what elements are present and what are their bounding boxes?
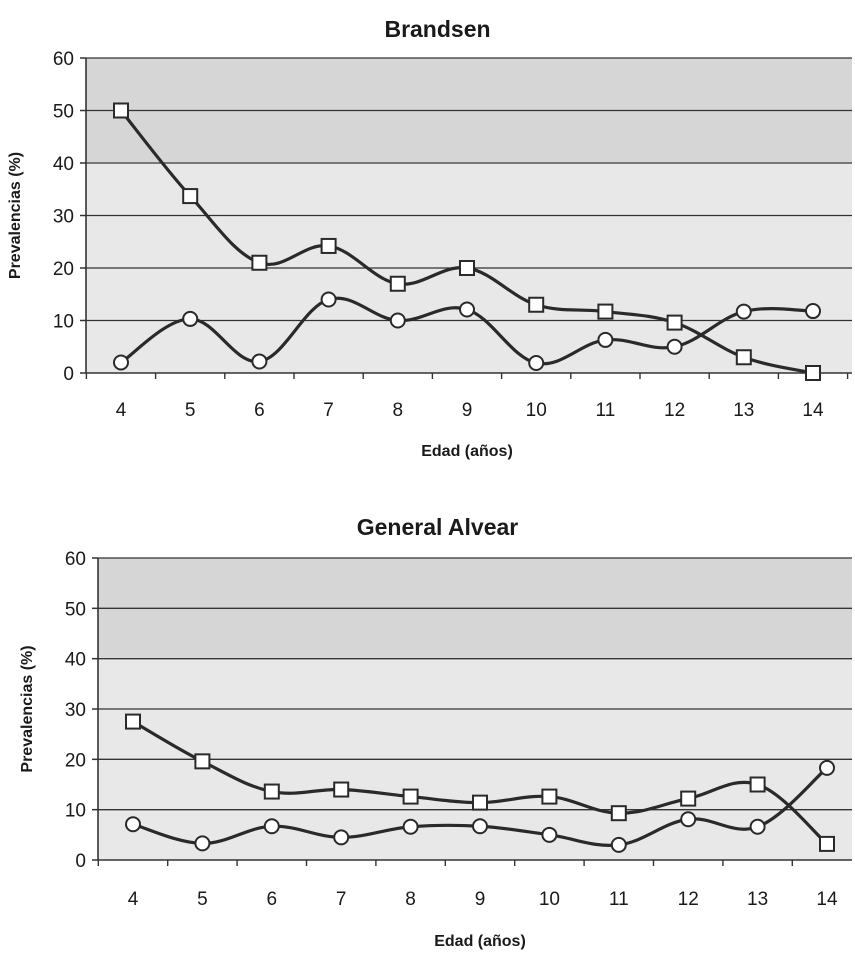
data-point-square (113, 102, 129, 119)
data-point-circle (597, 331, 614, 348)
data-point-square (402, 788, 419, 805)
y-axis-title: Prevalencias (%) (19, 645, 36, 772)
data-point-square (251, 254, 268, 271)
y-axis-title: Prevalencias (%) (7, 152, 24, 279)
data-point-circle (333, 829, 350, 846)
data-point-square (472, 794, 488, 811)
x-tick-label: 10 (526, 400, 547, 421)
data-point-square (528, 296, 545, 313)
x-tick-label: 11 (596, 400, 616, 421)
y-tick-label: 0 (63, 364, 74, 385)
series-line-square (119, 109, 814, 375)
data-point-circle (735, 303, 752, 320)
data-point-square (333, 781, 350, 798)
y-tick-label: 30 (53, 207, 74, 228)
x-tick-label: 4 (116, 400, 127, 421)
chart-title: General Alvear (356, 514, 519, 540)
data-point-circle (320, 291, 337, 308)
x-tick-label: 12 (664, 400, 685, 421)
data-point-circle (666, 338, 683, 355)
data-point-circle (182, 310, 199, 327)
y-tick-label: 10 (65, 801, 86, 822)
data-point-square (805, 365, 821, 381)
x-tick-label: 11 (609, 889, 629, 910)
data-point-square (819, 835, 835, 852)
x-tick-label: 8 (405, 889, 416, 910)
data-point-square (263, 783, 280, 800)
chart-brandsen: Brandsen 0 10 20 30 40 50 60 4 5 6 7 8 9 10 11 12 13 14 Ed… (0, 0, 855, 470)
x-tick-label: 13 (747, 889, 768, 910)
y-tick-label: 40 (65, 650, 86, 671)
data-point-circle (402, 818, 419, 835)
data-point-square (666, 314, 683, 331)
x-tick-label: 6 (267, 889, 278, 910)
chart-general-alvear: General Alvear 0 10 20 30 40 50 60 4 5 6 7 8 9 10 11 12… (0, 480, 855, 958)
data-point-circle (389, 312, 406, 329)
chart-svg: 0 10 20 30 40 50 60 4 5 6 7 8 9 10 11 12 13 14 Edad (años)… (19, 549, 852, 950)
data-point-square (735, 349, 752, 366)
data-point-square (541, 788, 558, 805)
data-point-square (680, 790, 697, 807)
y-tick-label: 50 (53, 102, 74, 123)
x-tick-label: 8 (393, 400, 404, 421)
data-point-square (459, 260, 475, 276)
y-tick-label: 50 (65, 599, 86, 620)
chart-svg: 0 10 20 30 40 50 60 4 5 6 7 8 9 10 11 12 13 14 Edad (años)… (7, 49, 852, 460)
data-point-square (194, 753, 211, 770)
y-tick-label: 0 (75, 851, 86, 872)
y-tick-label: 20 (53, 259, 74, 280)
data-point-circle (113, 354, 129, 371)
x-tick-label: 10 (539, 889, 560, 910)
x-tick-label: 12 (678, 889, 699, 910)
data-point-square (182, 188, 199, 205)
data-point-circle (805, 303, 821, 320)
y-tick-label: 40 (53, 154, 74, 175)
data-point-circle (251, 353, 268, 370)
data-point-circle (263, 818, 280, 835)
data-point-square (610, 805, 627, 822)
data-point-circle (819, 759, 835, 776)
data-point-circle (541, 826, 558, 843)
x-axis-title: Edad (años) (434, 933, 526, 950)
data-point-square (125, 713, 141, 730)
x-tick-label: 9 (475, 889, 486, 910)
data-point-circle (459, 301, 475, 318)
x-tick-label: 14 (816, 889, 838, 910)
y-tick-label: 60 (53, 49, 74, 70)
x-tick-label: 13 (733, 400, 754, 421)
data-point-square (389, 275, 406, 292)
data-point-circle (610, 836, 627, 853)
x-tick-label: 7 (323, 400, 334, 421)
data-point-square (597, 303, 614, 320)
x-tick-label: 4 (128, 889, 139, 910)
data-point-circle (125, 816, 141, 833)
x-tick-label: 7 (336, 889, 347, 910)
chart-title: Brandsen (384, 16, 491, 42)
x-tick-label: 6 (254, 400, 265, 421)
data-point-circle (194, 835, 211, 852)
data-point-square (749, 776, 766, 793)
x-tick-label: 5 (185, 400, 196, 421)
data-point-circle (528, 355, 545, 372)
y-tick-label: 20 (65, 750, 86, 771)
y-tick-label: 10 (53, 312, 74, 333)
data-point-circle (749, 818, 766, 835)
y-tick-label: 60 (65, 549, 86, 570)
data-point-circle (472, 818, 488, 835)
data-point-square (320, 237, 337, 254)
x-axis-title: Edad (años) (421, 443, 513, 460)
x-tick-label: 5 (197, 889, 208, 910)
x-tick-label: 9 (462, 400, 473, 421)
y-tick-label: 30 (65, 700, 86, 721)
x-tick-label: 14 (802, 400, 824, 421)
data-point-circle (680, 811, 697, 828)
